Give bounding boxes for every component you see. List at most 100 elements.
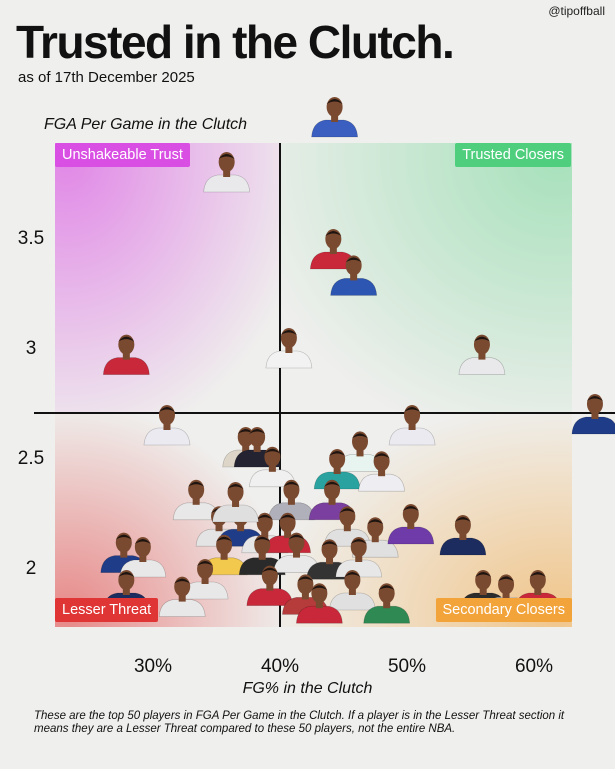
player-hair bbox=[321, 541, 338, 547]
player-hair bbox=[118, 336, 135, 342]
player-neck bbox=[287, 496, 295, 505]
player-neck bbox=[266, 582, 274, 591]
player-point bbox=[103, 334, 150, 375]
player-hair bbox=[367, 519, 384, 525]
player-point bbox=[329, 570, 376, 611]
y-axis-label: FGA Per Game in the Clutch bbox=[44, 116, 248, 133]
x-axis-label: FG% in the Clutch bbox=[242, 680, 373, 697]
player-neck bbox=[407, 521, 415, 529]
player-neck bbox=[178, 593, 186, 602]
player-neck bbox=[232, 499, 240, 507]
player-point bbox=[311, 97, 358, 138]
player-hair bbox=[216, 536, 233, 542]
quadrant-label-lesser: Lesser Threat bbox=[55, 598, 159, 622]
player-point bbox=[203, 152, 250, 193]
player-hair bbox=[227, 484, 244, 489]
player-point bbox=[249, 446, 296, 488]
player-hair bbox=[325, 231, 342, 236]
player-hair bbox=[254, 536, 271, 542]
player-hair bbox=[326, 99, 343, 104]
player-neck bbox=[355, 554, 363, 562]
player-hair bbox=[352, 433, 369, 439]
player-neck bbox=[383, 600, 391, 609]
x-tick-label: 60% bbox=[515, 656, 553, 677]
player-neck bbox=[479, 587, 487, 595]
player-hair bbox=[373, 453, 390, 459]
player-neck bbox=[258, 551, 266, 560]
page-subtitle: as of 17th December 2025 bbox=[18, 69, 195, 86]
player-jersey bbox=[358, 473, 405, 492]
player-hair bbox=[473, 336, 490, 342]
player-point bbox=[387, 504, 435, 545]
y-tick-label: 3 bbox=[26, 338, 37, 359]
player-point bbox=[212, 482, 259, 523]
player-point bbox=[363, 583, 411, 624]
player-neck bbox=[120, 549, 128, 558]
player-neck bbox=[220, 551, 228, 560]
player-hair bbox=[339, 508, 356, 514]
player-hair bbox=[529, 572, 546, 577]
player-jersey bbox=[439, 537, 487, 556]
player-point bbox=[358, 451, 405, 492]
player-hair bbox=[329, 451, 346, 456]
player-jersey bbox=[329, 592, 376, 611]
player-neck bbox=[268, 463, 276, 472]
player-neck bbox=[253, 444, 261, 452]
player-jersey bbox=[158, 599, 206, 617]
player-jersey bbox=[265, 350, 313, 369]
quadrant-trusted-area bbox=[280, 143, 572, 413]
player-neck bbox=[326, 556, 334, 565]
player-point bbox=[158, 576, 206, 617]
player-jersey bbox=[458, 357, 506, 375]
x-tick-label: 50% bbox=[388, 656, 426, 677]
player-neck bbox=[223, 169, 231, 177]
player-point bbox=[388, 405, 436, 446]
player-neck bbox=[356, 448, 364, 457]
player-jersey bbox=[311, 119, 358, 138]
player-jersey bbox=[103, 357, 150, 375]
player-neck bbox=[378, 468, 386, 477]
player-hair bbox=[297, 576, 314, 582]
player-neck bbox=[343, 523, 351, 532]
player-neck bbox=[215, 523, 223, 532]
player-jersey bbox=[203, 174, 250, 193]
player-point bbox=[246, 565, 294, 606]
player-neck bbox=[459, 532, 467, 540]
player-jersey bbox=[212, 504, 259, 523]
player-neck bbox=[122, 351, 130, 360]
player-neck bbox=[331, 114, 339, 122]
player-jersey bbox=[143, 427, 191, 446]
player-point bbox=[181, 559, 229, 600]
player-neck bbox=[371, 534, 379, 543]
player-neck bbox=[139, 554, 147, 562]
player-neck bbox=[534, 587, 542, 595]
player-point bbox=[458, 334, 506, 375]
player-neck bbox=[502, 591, 510, 600]
player-neck bbox=[408, 422, 416, 430]
player-neck bbox=[284, 529, 292, 538]
player-neck bbox=[591, 411, 599, 419]
player-hair bbox=[134, 539, 151, 544]
player-neck bbox=[350, 272, 358, 281]
player-point bbox=[330, 255, 377, 296]
y-tick-label: 2 bbox=[26, 558, 37, 579]
player-neck bbox=[301, 591, 309, 600]
player-point bbox=[296, 583, 343, 624]
player-hair bbox=[115, 534, 132, 540]
player-neck bbox=[329, 246, 337, 254]
player-hair bbox=[279, 514, 296, 520]
player-neck bbox=[333, 466, 341, 474]
player-neck bbox=[315, 600, 323, 609]
x-tick-label: 30% bbox=[134, 656, 172, 677]
player-hair bbox=[404, 407, 421, 412]
player-neck bbox=[122, 587, 130, 595]
player-neck bbox=[328, 496, 336, 505]
player-hair bbox=[118, 572, 135, 577]
player-hair bbox=[283, 481, 300, 487]
player-jersey bbox=[296, 605, 343, 624]
player-hair bbox=[218, 154, 235, 159]
player-hair bbox=[311, 585, 328, 591]
player-point bbox=[273, 532, 320, 573]
player-neck bbox=[242, 444, 250, 452]
player-jersey bbox=[387, 526, 435, 545]
